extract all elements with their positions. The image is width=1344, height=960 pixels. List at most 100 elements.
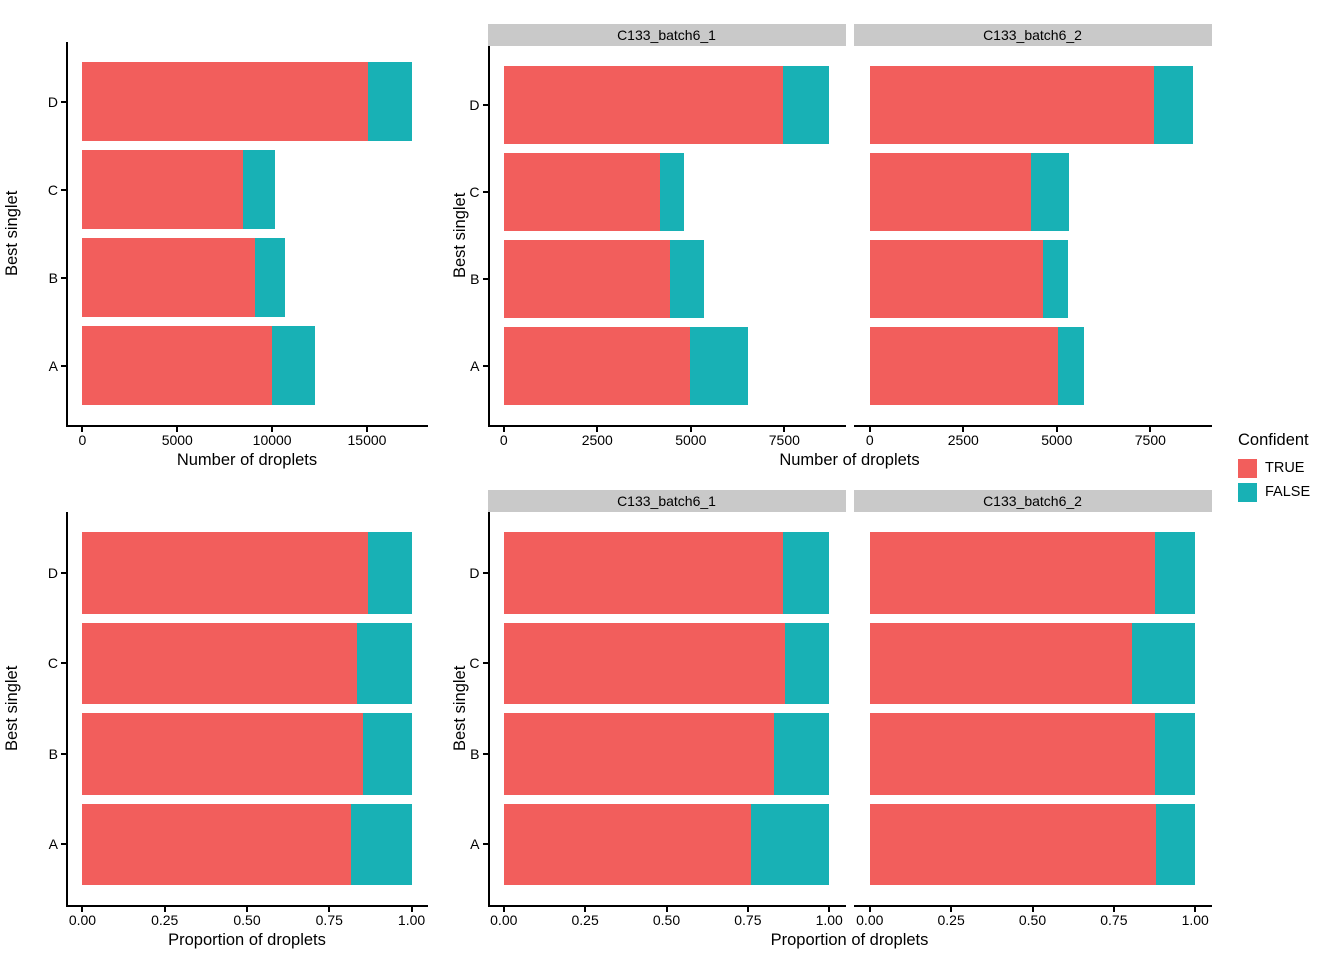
bar-C-true [82,622,357,704]
y-tick-label: C [469,184,480,200]
legend-label-false: FALSE [1265,484,1311,500]
y-tick-label: C [47,655,58,672]
x-tick-label: 0.75 [1100,912,1128,928]
legend-title: Confident [1238,431,1309,449]
x-tick-label: 0.25 [571,912,599,928]
y-tick-mark [482,571,488,574]
bar-D-true [869,532,1156,614]
y-tick-mark [482,752,488,755]
plot-panel [66,512,428,912]
bar-A-true [503,327,690,405]
y-tick-mark [61,364,66,367]
legend: Confident TRUE FALSE [1238,431,1344,507]
bar-B-true [503,713,774,795]
y-tick-mark [61,100,66,103]
x-tick-mark [950,907,953,912]
y-tick-mark [482,662,488,665]
x-tick-mark [1031,907,1034,912]
x-tick-mark [962,427,965,432]
bar-B-false [773,713,830,795]
plot-panel [487,512,846,912]
y-tick-label: D [47,93,58,110]
x-tick-mark [271,427,274,432]
y-tick-label: A [470,836,480,853]
y-tick-mark [61,843,66,846]
plot-panel [487,46,846,432]
y-tick-label: B [48,745,58,762]
bar-B-false [1043,240,1069,318]
facet-strip: C133_batch6_2 [853,24,1212,46]
chart-counts-by-batch: Best singlet D C B A C133_batch6_1 0 2500 5000 75… [448,0,1344,480]
x-tick-mark [1112,907,1115,912]
facet-strip: C133_batch6_1 [487,24,846,46]
x-tick-mark [665,907,668,912]
bar-C-false [1030,153,1070,231]
y-tick-label: C [469,655,480,672]
bar-D-false [367,532,412,614]
true-swatch-icon [1238,459,1257,478]
plot-panel [66,42,428,432]
legend-item-true: TRUE [1238,459,1344,478]
x-tick-label: 2500 [581,432,613,448]
x-tick-mark [868,907,871,912]
x-tick-mark [502,907,505,912]
bar-A-false [1057,327,1084,405]
x-tick-label: 0 [78,432,87,448]
bar-B-false [363,713,412,795]
x-tick-label: 0.75 [315,912,343,928]
bar-C-true [82,150,244,229]
bar-D-false [782,66,830,144]
x-tick-label: 0.25 [151,912,179,928]
y-tick-mark [61,752,66,755]
bar-A-true [869,327,1058,405]
y-axis-line [487,512,490,907]
x-tick-label: 0.00 [490,912,518,928]
bar-B-false [670,240,705,318]
y-tick-label: C [47,181,58,198]
bar-A-false [350,803,412,885]
bar-B-true [82,713,364,795]
bar-D-false [782,532,830,614]
bar-A-true [869,803,1156,885]
plot-panel [853,512,1212,912]
x-tick-label: 2500 [947,432,979,448]
bar-D-true [82,62,368,141]
x-tick-mark [783,427,786,432]
legend-item-false: FALSE [1238,483,1344,502]
x-tick-mark [1149,427,1152,432]
x-tick-mark [81,907,84,912]
bar-C-false [1132,622,1196,704]
facet-strip: C133_batch6_2 [853,490,1212,512]
x-tick-mark [502,427,505,432]
y-axis-line [66,512,68,907]
bar-B-true [82,238,255,317]
y-tick-mark [482,191,488,193]
false-swatch-icon [1238,483,1257,502]
y-tick-mark [61,188,66,191]
y-tick-mark [482,365,488,367]
bar-B-true [503,240,671,318]
x-axis-line [66,425,428,427]
bar-C-true [503,153,660,231]
bar-B-false [254,238,285,317]
bar-C-false [356,622,412,704]
y-tick-label: A [470,358,480,374]
y-axis-line [487,46,490,427]
facet-strip: C133_batch6_1 [487,490,846,512]
y-tick-mark [482,278,488,280]
bar-C-true [503,622,785,704]
x-tick-label: 0.25 [937,912,965,928]
bar-A-false [751,803,830,885]
x-tick-mark [328,907,331,912]
x-axis-title: Proportion of droplets [770,931,929,949]
x-tick-label: 0.00 [68,912,97,928]
x-tick-mark [81,427,84,432]
x-tick-mark [746,907,749,912]
legend-label-true: TRUE [1265,460,1305,476]
x-tick-mark [365,427,368,432]
y-tick-mark [61,276,66,279]
y-tick-mark [61,571,66,574]
bar-C-true [869,622,1133,704]
chart-proportions-by-batch: Best singlet D C B A C133_batch6_1 0.00 0.25 0.5… [448,480,1344,960]
y-tick-label: A [48,357,58,374]
